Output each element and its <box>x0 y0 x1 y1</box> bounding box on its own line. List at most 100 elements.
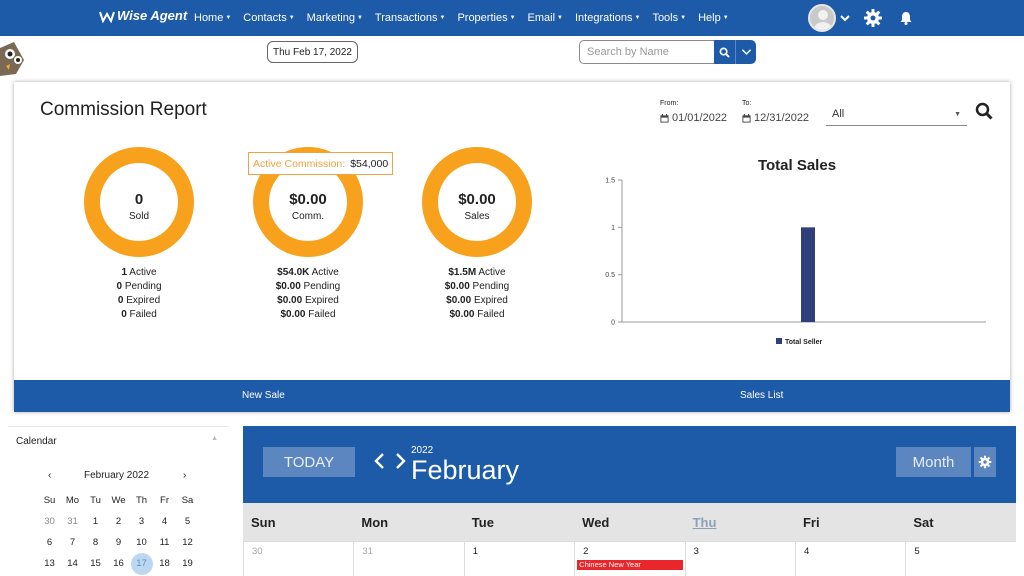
user-avatar[interactable] <box>808 4 836 32</box>
week-row: 30 31 1 2 Chinese New Year 3 4 5 <box>243 541 1016 576</box>
search-input[interactable] <box>579 40 714 64</box>
calendar-event[interactable]: Chinese New Year <box>577 560 684 570</box>
wise-agent-logo[interactable]: Wise Agent <box>99 8 187 23</box>
day-cell[interactable]: 3 <box>684 541 795 576</box>
mini-weekday-label: Th <box>135 495 148 506</box>
mini-day-cell[interactable]: 4 <box>161 516 168 527</box>
today-button[interactable]: TODAY <box>263 447 355 477</box>
calendar-icon <box>660 113 669 123</box>
caret-down-icon: ▼ <box>509 15 516 21</box>
menu-contacts[interactable]: Contacts ▼ <box>243 12 294 24</box>
day-cell[interactable]: 4 <box>794 541 906 576</box>
donut-ring[interactable]: 0 Sold <box>84 147 194 257</box>
mini-day-cell[interactable]: 30 <box>44 516 55 527</box>
total-sales-chart: Total Sales 0 0.5 1 1.5 Total Seller <box>605 157 986 346</box>
mini-day-cell[interactable]: 31 <box>67 516 78 527</box>
to-date[interactable]: To: 12/31/2022 <box>742 100 809 124</box>
chevron-down-icon <box>741 49 751 55</box>
day-cell[interactable]: 31 <box>353 541 464 576</box>
mini-day-cell[interactable]: 15 <box>90 558 101 569</box>
menu-transactions[interactable]: Transactions ▼ <box>375 12 446 24</box>
mini-today-marker: 17 <box>130 552 153 575</box>
notification-bell-icon[interactable] <box>899 11 913 25</box>
stat-failed: $0.00 Failed <box>280 309 336 320</box>
caret-down-icon: ▼ <box>225 15 232 21</box>
caret-down-icon: ▼ <box>722 15 729 21</box>
day-cell[interactable]: 2 Chinese New Year <box>574 541 685 576</box>
chart-bar[interactable] <box>801 227 815 322</box>
mini-day-cell[interactable]: 14 <box>67 558 78 569</box>
mini-day-cell[interactable]: 2 <box>115 516 122 527</box>
menu-integrations-label: Integrations <box>575 12 633 24</box>
y-tick-label: 0 <box>611 320 615 327</box>
next-month-button[interactable]: › <box>183 470 187 481</box>
search-options-button[interactable] <box>735 40 756 64</box>
day-cell[interactable]: 30 <box>243 541 354 576</box>
mini-day-cell[interactable]: 13 <box>44 558 55 569</box>
stat-expired: $0.00 Expired <box>277 295 339 306</box>
chevron-down-icon[interactable] <box>839 12 851 24</box>
search-icon[interactable] <box>975 102 993 120</box>
weekday-header-row: Sun Mon Tue Wed Thu Fri Sat <box>243 503 1016 541</box>
menu-help[interactable]: Help ▼ <box>698 12 729 24</box>
mini-weekday-label: We <box>111 495 126 506</box>
mini-day-cell[interactable]: 10 <box>136 537 147 548</box>
weekday-header: Mon <box>361 514 389 530</box>
day-cell[interactable]: 5 <box>905 541 1016 576</box>
menu-marketing[interactable]: Marketing ▼ <box>307 12 363 24</box>
collapse-caret-icon[interactable]: ▲ <box>211 435 218 442</box>
menu-home[interactable]: Home ▼ <box>194 12 231 24</box>
agent-filter-select[interactable]: All ▼ <box>826 108 967 126</box>
menu-integrations[interactable]: Integrations ▼ <box>575 12 640 24</box>
month-view-button[interactable]: Month <box>896 447 971 477</box>
chevron-right-icon[interactable] <box>393 452 407 470</box>
report-footer-bar: New Sale Sales List <box>14 380 1010 412</box>
main-menu: Home ▼ Contacts ▼ Marketing ▼ Transactions ▼… <box>194 0 741 36</box>
day-cell[interactable]: 1 <box>463 541 575 576</box>
current-date-button[interactable]: Thu Feb 17, 2022 <box>267 41 358 63</box>
search-icon <box>719 47 730 58</box>
mini-day-cell[interactable]: 8 <box>92 537 99 548</box>
menu-tools[interactable]: Tools ▼ <box>652 12 686 24</box>
mini-day-cell[interactable]: 12 <box>182 537 193 548</box>
logo-mark-icon <box>99 11 115 23</box>
active-commission-tooltip: Active Commission: $54,000 <box>248 152 394 175</box>
new-sale-link[interactable]: New Sale <box>242 390 285 401</box>
chevron-left-icon[interactable] <box>373 452 387 470</box>
mini-day-cell[interactable]: 11 <box>159 537 170 548</box>
prev-month-button[interactable]: ‹ <box>48 470 52 481</box>
mini-day-cell[interactable]: 6 <box>46 537 53 548</box>
settings-gear-icon[interactable] <box>863 8 883 28</box>
donut-value: 0 <box>134 191 144 208</box>
filter-value: All <box>832 108 845 120</box>
mini-day-cell[interactable]: 7 <box>69 537 76 548</box>
menu-email[interactable]: Email ▼ <box>528 12 563 24</box>
mini-day-cell[interactable]: 1 <box>92 516 99 527</box>
weekday-header: Sun <box>251 514 276 530</box>
donut-value: $0.00 <box>289 191 327 208</box>
mini-day-cell[interactable]: 5 <box>184 516 191 527</box>
weekday-header: Wed <box>582 514 610 530</box>
calendar-settings-button[interactable] <box>974 447 996 477</box>
from-date[interactable]: From: 01/01/2022 <box>660 100 727 124</box>
donut-ring[interactable]: $0.00 Sales <box>422 147 532 257</box>
menu-properties[interactable]: Properties ▼ <box>457 12 515 24</box>
caret-down-icon: ▼ <box>356 15 363 21</box>
calendar-icon <box>742 113 751 123</box>
donut-stats: $54.0K Active $0.00 Pending $0.00 Expire… <box>243 266 373 322</box>
mini-calendar-title: Calendar <box>16 436 57 447</box>
day-number: 2 <box>583 546 589 557</box>
mini-day-cell[interactable]: 18 <box>159 558 170 569</box>
search-button[interactable] <box>714 40 735 64</box>
day-number: 1 <box>472 546 479 557</box>
mini-day-cell[interactable]: 9 <box>115 537 122 548</box>
caret-down-icon: ▼ <box>288 15 295 21</box>
mini-day-cell[interactable]: 19 <box>182 558 193 569</box>
mini-day-cell[interactable]: 16 <box>113 558 124 569</box>
tooltip-key: Active Commission: <box>253 157 346 170</box>
sales-list-link[interactable]: Sales List <box>740 390 784 401</box>
mini-day-cell[interactable]: 3 <box>138 516 145 527</box>
caret-down-icon: ▼ <box>557 15 563 21</box>
mini-day-cell[interactable]: 17 <box>130 552 153 575</box>
weekday-header: Fri <box>802 514 820 530</box>
